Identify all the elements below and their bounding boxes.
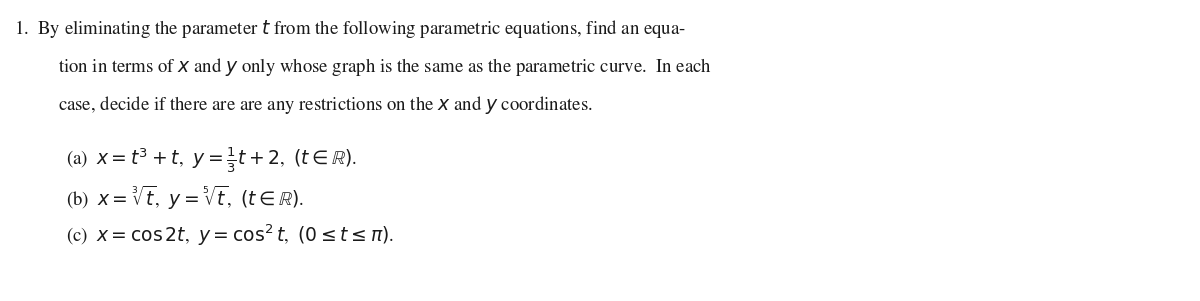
Text: case, decide if there are are any restrictions on the $x$ and $y$ coordinates.: case, decide if there are are any restri… <box>58 94 593 116</box>
Text: 1.  By eliminating the parameter $t$ from the following parametric equations, fi: 1. By eliminating the parameter $t$ from… <box>14 18 686 40</box>
Text: (c)  $x = \cos 2t$,  $y = \cos^2 t$,  $(0 \leq t \leq \pi)$.: (c) $x = \cos 2t$, $y = \cos^2 t$, $(0 \… <box>66 222 394 247</box>
Text: tion in terms of $x$ and $y$ only whose graph is the same as the parametric curv: tion in terms of $x$ and $y$ only whose … <box>58 56 712 78</box>
Text: (b)  $x = \sqrt[3]{t}$,  $y = \sqrt[5]{t}$,  $(t \in \mathbb{R})$.: (b) $x = \sqrt[3]{t}$, $y = \sqrt[5]{t}$… <box>66 184 305 212</box>
Text: (a)  $x = t^3 + t$,  $y = \frac{1}{3}t + 2$,  $(t \in \mathbb{R})$.: (a) $x = t^3 + t$, $y = \frac{1}{3}t + 2… <box>66 146 358 175</box>
